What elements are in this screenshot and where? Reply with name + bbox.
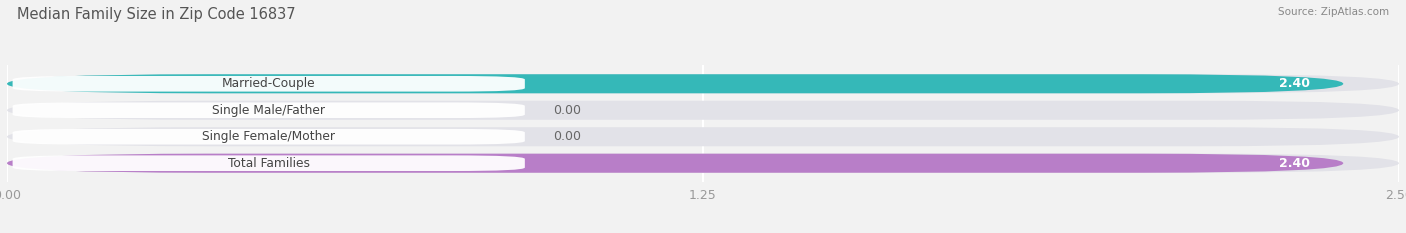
Text: 2.40: 2.40 [1279,157,1310,170]
Text: 2.40: 2.40 [1279,77,1310,90]
FancyBboxPatch shape [13,76,524,92]
Text: Total Families: Total Families [228,157,309,170]
Text: 0.00: 0.00 [553,130,581,143]
Text: Single Female/Mother: Single Female/Mother [202,130,335,143]
FancyBboxPatch shape [7,154,1399,173]
FancyBboxPatch shape [7,74,1343,93]
Text: Median Family Size in Zip Code 16837: Median Family Size in Zip Code 16837 [17,7,295,22]
FancyBboxPatch shape [7,101,1399,120]
FancyBboxPatch shape [13,103,524,118]
FancyBboxPatch shape [7,154,1343,173]
Text: Single Male/Father: Single Male/Father [212,104,325,117]
FancyBboxPatch shape [13,155,524,171]
FancyBboxPatch shape [7,127,1399,146]
FancyBboxPatch shape [13,129,524,144]
Text: 0.00: 0.00 [553,104,581,117]
Text: Married-Couple: Married-Couple [222,77,315,90]
FancyBboxPatch shape [7,74,1399,93]
Text: Source: ZipAtlas.com: Source: ZipAtlas.com [1278,7,1389,17]
